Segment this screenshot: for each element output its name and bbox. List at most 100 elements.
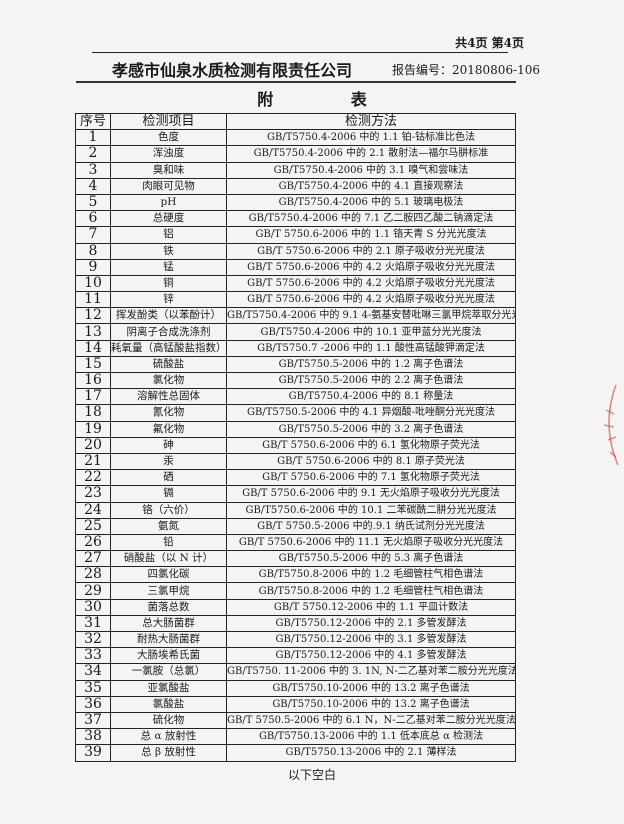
table-row: 14 耗氧量（高锰酸盐指数） GB/T5750.7 -2006 中的 1.1 酸性高… [75, 339, 516, 357]
table-row: 29 三氯甲烷 GB/T5750.8-2006 中的 1.2 毛细管柱气相色谱法 [75, 582, 516, 600]
cell-seq: 5 [75, 193, 111, 212]
cell-method: GB/T5750.13-2006 中的 1.1 低本底总 α 检测法 [226, 728, 516, 746]
cell-item: 总硬度 [110, 210, 227, 228]
table-row: 33 大肠埃希氏菌 GB/T5750.12-2006 中的 4.1 多管发酵法 [75, 647, 516, 665]
table-row: 28 四氯化碳 GB/T5750.8-2006 中的 1.2 毛细管柱气相色谱法 [75, 566, 516, 584]
table-row: 26 铅 GB/T 5750.6-2006 中的 11.1 无火焰原子吸收分光光度法 [75, 533, 516, 552]
cell-item: 氯化物 [110, 371, 227, 390]
table-row: 31 总大肠菌群 GB/T5750.12-2006 中的 2.1 多管发酵法 [75, 614, 516, 633]
cell-item: 氨氮 [110, 517, 227, 535]
cell-seq: 21 [75, 452, 111, 471]
report-number: 报告编号：20180806-106 [392, 63, 541, 77]
table-row: 34 一氯胺（总氯） GB/T5750. 11-2006 中的 3. 1N, N-二… [75, 663, 516, 681]
cell-seq: 29 [75, 582, 111, 600]
cell-seq: 11 [75, 291, 111, 309]
table-row: 20 砷 GB/T 5750.6-2006 中的 6.1 氢化物原子荧光法 [75, 436, 516, 454]
cell-item: 锰 [110, 258, 227, 276]
cell-seq: 17 [75, 388, 111, 406]
cell-item: 氟化物 [110, 420, 227, 438]
table-row: 15 硫酸盐 GB/T5750.5-2006 中的 1.2 离子色谱法 [75, 355, 516, 374]
cell-seq: 36 [75, 695, 111, 713]
cell-method: GB/T5750.4-2006 中的 2.1 散射法—福尔马肼标准 [226, 145, 516, 163]
cell-method: GB/T5750.8-2006 中的 1.2 毛细管柱气相色谱法 [226, 582, 516, 600]
cell-method: GB/T5750.4-2006 中的 10.1 亚甲蓝分光光度法 [226, 323, 516, 341]
cell-seq: 1 [75, 129, 111, 147]
cell-seq: 23 [75, 485, 111, 503]
table-row: 1 色度 GB/T5750.4-2006 中的 1.1 铂-钴标准比色法 [75, 129, 516, 147]
cell-item: 铝 [110, 226, 227, 244]
cell-method: GB/T5750.4-2006 中的 4.1 直接观察法 [226, 177, 516, 195]
table-row: 25 氨氮 GB/T 5750.5-2006 中的.9.1 纳氏试剂分光光度法 [75, 517, 516, 535]
cell-item: 色度 [110, 129, 227, 147]
cell-seq: 34 [75, 663, 111, 681]
cell-seq: 16 [75, 371, 111, 390]
table-row: 23 镉 GB/T 5750.6-2006 中的 9.1 无火焰原子吸收分光光度法 [75, 485, 516, 503]
cell-method: GB/T 5750.6-2006 中的 11.1 无火焰原子吸收分光光度法 [226, 533, 516, 552]
cell-method: GB/T 5750.6-2006 中的 8.1 原子荧光法 [226, 452, 516, 471]
table-row: 39 总 β 放射性 GB/T5750.13-2006 中的 2.1 薄样法 [75, 744, 516, 762]
cell-method: GB/T 5750.6-2006 中的 4.2 火焰原子吸收分光光度法 [226, 258, 516, 276]
table-row: 13 阴离子合成洗涤剂 GB/T5750.4-2006 中的 10.1 亚甲蓝分光光… [75, 323, 516, 341]
cell-item: 阴离子合成洗涤剂 [110, 323, 227, 341]
cell-item: 三氯甲烷 [110, 582, 227, 600]
table-row: 30 菌落总数 GB/T 5750.12-2006 中的 1.1 平皿计数法 [75, 598, 516, 616]
cell-method: GB/T5750.5-2006 中的 4.1 异烟酸-吡唑酮分光光度法 [226, 404, 516, 422]
cell-item: 浑浊度 [110, 145, 227, 163]
cell-method: GB/T 5750.5-2006 中的 6.1 N，N-二乙基对苯二胺分光光度法 [226, 711, 516, 730]
cell-seq: 4 [75, 177, 111, 195]
cell-seq: 10 [75, 274, 111, 293]
cell-seq: 38 [75, 728, 111, 746]
cell-item: 硝酸盐（以 N 计） [110, 550, 227, 568]
cell-item: 砷 [110, 436, 227, 454]
header-rule-top [92, 52, 508, 53]
cell-method: GB/T 5750.12-2006 中的 1.1 平皿计数法 [226, 598, 516, 616]
cell-item: 挥发酚类（以苯酚计） [110, 307, 227, 325]
cell-item: 氯酸盐 [110, 695, 227, 713]
cell-item: 铁 [110, 242, 227, 260]
cell-item: 菌落总数 [110, 598, 227, 616]
header-item: 检测项目 [110, 112, 227, 131]
cell-method: GB/T5750.12-2006 中的 3.1 多管发酵法 [226, 630, 516, 649]
cell-method: GB/T 5750.6-2006 中的 2.1 原子吸收分光光度法 [226, 242, 516, 260]
table-row: 10 铜 GB/T 5750.6-2006 中的 4.2 火焰原子吸收分光光度法 [75, 274, 516, 293]
cell-method: GB/T 5750.6-2006 中的 6.1 氢化物原子荧光法 [226, 436, 516, 454]
cell-item: 耐热大肠菌群 [110, 630, 227, 649]
table-header-row: 序号 检测项目 检测方法 [75, 112, 516, 131]
cell-item: 四氯化碳 [110, 566, 227, 584]
cell-item: 铬（六价） [110, 501, 227, 519]
cell-method: GB/T5750. 11-2006 中的 3. 1N, N-二乙基对苯二胺分光光… [226, 663, 516, 681]
table-row: 3 臭和味 GB/T5750.4-2006 中的 3.1 嗅气和尝味法 [75, 161, 516, 179]
table-row: 12 挥发酚类（以苯酚计） GB/T5750.4-2006 中的 9.1 4-氨基安… [75, 307, 516, 325]
cell-method: GB/T 5750.6-2006 中的 7.1 氢化物原子荧光法 [226, 469, 516, 487]
table-row: 18 氰化物 GB/T5750.5-2006 中的 4.1 异烟酸-吡唑酮分光光度法 [75, 404, 516, 422]
cell-method: GB/T5750.12-2006 中的 4.1 多管发酵法 [226, 647, 516, 665]
cell-method: GB/T5750.10-2006 中的 13.2 离子色谱法 [226, 679, 516, 697]
table-row: 36 氯酸盐 GB/T5750.10-2006 中的 13.2 离子色谱法 [75, 695, 516, 713]
company-name: 孝感市仙泉水质检测有限责任公司 [112, 61, 353, 80]
cell-item: 氰化物 [110, 404, 227, 422]
cell-item: 总 α 放射性 [110, 728, 227, 746]
cell-seq: 33 [75, 647, 111, 665]
cell-seq: 37 [75, 711, 111, 730]
header-seq: 序号 [75, 112, 111, 131]
cell-method: GB/T5750.4-2006 中的 3.1 嗅气和尝味法 [226, 161, 516, 179]
cell-item: 臭和味 [110, 161, 227, 179]
header-method: 检测方法 [226, 112, 516, 131]
cell-method: GB/T5750.4-2006 中的 7.1 乙二胺四乙酸二钠滴定法 [226, 210, 516, 228]
table-row: 4 肉眼可见物 GB/T5750.4-2006 中的 4.1 直接观察法 [75, 177, 516, 195]
cell-item: 肉眼可见物 [110, 177, 227, 195]
cell-item: 镉 [110, 485, 227, 503]
cell-method: GB/T5750.5-2006 中的 3.2 离子色谱法 [226, 420, 516, 438]
cell-item: 溶解性总固体 [110, 388, 227, 406]
table-row: 38 总 α 放射性 GB/T5750.13-2006 中的 1.1 低本底总 α … [75, 728, 516, 746]
cell-seq: 6 [75, 210, 111, 228]
table-row: 32 耐热大肠菌群 GB/T5750.12-2006 中的 3.1 多管发酵法 [75, 630, 516, 649]
cell-item: 总大肠菌群 [110, 614, 227, 633]
cell-seq: 13 [75, 323, 111, 341]
table-row: 35 亚氯酸盐 GB/T5750.10-2006 中的 13.2 离子色谱法 [75, 679, 516, 697]
cell-method: GB/T5750.4-2006 中的 9.1 4-氨基安替吡啉三氯甲烷萃取分光光… [226, 307, 516, 325]
table-row: 16 氯化物 GB/T5750.5-2006 中的 2.2 离子色谱法 [75, 371, 516, 390]
table-row: 17 溶解性总固体 GB/T5750.4-2006 中的 8.1 称量法 [75, 388, 516, 406]
red-stamp-fragment [603, 384, 619, 466]
table-row: 37 硫化物 GB/T 5750.5-2006 中的 6.1 N，N-二乙基对苯二胺… [75, 711, 516, 730]
